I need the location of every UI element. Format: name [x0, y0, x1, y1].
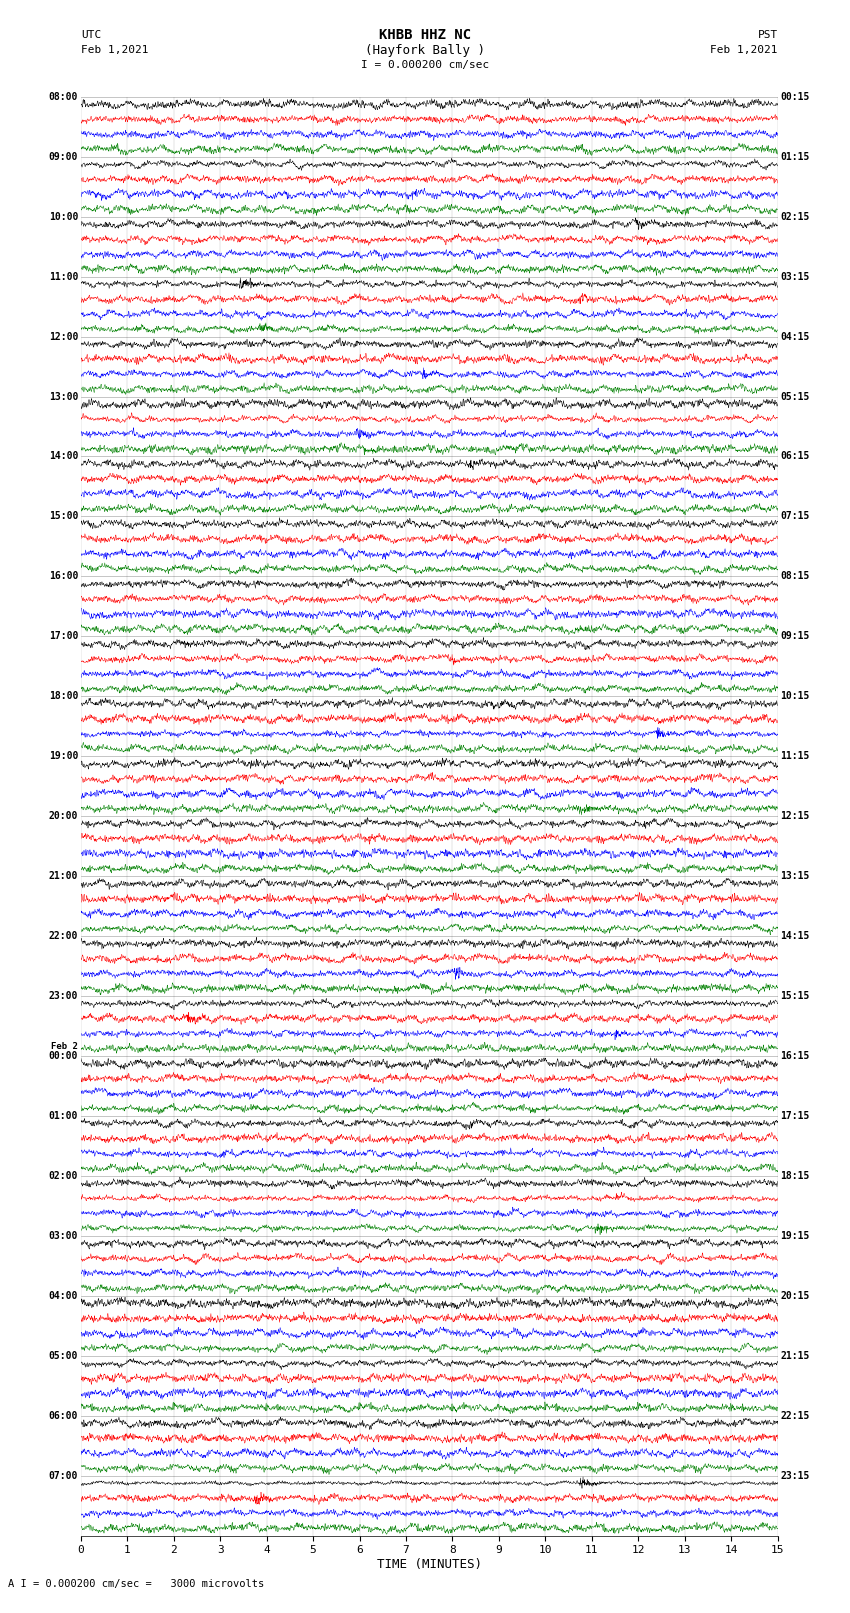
- Text: 10:15: 10:15: [780, 692, 810, 702]
- Text: 21:00: 21:00: [48, 871, 78, 881]
- Text: 01:15: 01:15: [780, 152, 810, 161]
- Text: I = 0.000200 cm/sec: I = 0.000200 cm/sec: [361, 60, 489, 69]
- Text: 16:15: 16:15: [780, 1052, 810, 1061]
- Text: 06:15: 06:15: [780, 452, 810, 461]
- Text: 03:15: 03:15: [780, 271, 810, 282]
- Text: Feb 1,2021: Feb 1,2021: [711, 45, 778, 55]
- Text: 18:15: 18:15: [780, 1171, 810, 1181]
- Text: (Hayfork Bally ): (Hayfork Bally ): [365, 44, 485, 56]
- X-axis label: TIME (MINUTES): TIME (MINUTES): [377, 1558, 482, 1571]
- Text: 02:00: 02:00: [48, 1171, 78, 1181]
- Text: 15:00: 15:00: [48, 511, 78, 521]
- Text: 14:15: 14:15: [780, 931, 810, 940]
- Text: 03:00: 03:00: [48, 1231, 78, 1240]
- Text: 18:00: 18:00: [48, 692, 78, 702]
- Text: UTC: UTC: [81, 31, 101, 40]
- Text: 22:00: 22:00: [48, 931, 78, 940]
- Text: PST: PST: [757, 31, 778, 40]
- Text: 14:00: 14:00: [48, 452, 78, 461]
- Text: 08:15: 08:15: [780, 571, 810, 581]
- Text: 13:15: 13:15: [780, 871, 810, 881]
- Text: 00:15: 00:15: [780, 92, 810, 102]
- Text: 20:15: 20:15: [780, 1290, 810, 1300]
- Text: 11:00: 11:00: [48, 271, 78, 282]
- Text: 07:00: 07:00: [48, 1471, 78, 1481]
- Text: 20:00: 20:00: [48, 811, 78, 821]
- Text: 08:00: 08:00: [48, 92, 78, 102]
- Text: 21:15: 21:15: [780, 1350, 810, 1361]
- Text: 00:00: 00:00: [48, 1052, 78, 1061]
- Text: 17:15: 17:15: [780, 1111, 810, 1121]
- Text: Feb 2: Feb 2: [51, 1042, 78, 1052]
- Text: 04:00: 04:00: [48, 1290, 78, 1300]
- Text: 19:00: 19:00: [48, 752, 78, 761]
- Text: 23:00: 23:00: [48, 990, 78, 1002]
- Text: 12:15: 12:15: [780, 811, 810, 821]
- Text: 19:15: 19:15: [780, 1231, 810, 1240]
- Text: 09:00: 09:00: [48, 152, 78, 161]
- Text: 07:15: 07:15: [780, 511, 810, 521]
- Text: 09:15: 09:15: [780, 631, 810, 642]
- Text: Feb 1,2021: Feb 1,2021: [81, 45, 148, 55]
- Text: 23:15: 23:15: [780, 1471, 810, 1481]
- Text: 12:00: 12:00: [48, 332, 78, 342]
- Text: KHBB HHZ NC: KHBB HHZ NC: [379, 29, 471, 42]
- Text: 01:00: 01:00: [48, 1111, 78, 1121]
- Text: A I = 0.000200 cm/sec =   3000 microvolts: A I = 0.000200 cm/sec = 3000 microvolts: [8, 1579, 264, 1589]
- Text: 10:00: 10:00: [48, 211, 78, 221]
- Text: 06:00: 06:00: [48, 1411, 78, 1421]
- Text: 11:15: 11:15: [780, 752, 810, 761]
- Text: 04:15: 04:15: [780, 332, 810, 342]
- Text: 16:00: 16:00: [48, 571, 78, 581]
- Text: 13:00: 13:00: [48, 392, 78, 402]
- Text: 02:15: 02:15: [780, 211, 810, 221]
- Text: 05:15: 05:15: [780, 392, 810, 402]
- Text: 17:00: 17:00: [48, 631, 78, 642]
- Text: 22:15: 22:15: [780, 1411, 810, 1421]
- Text: 15:15: 15:15: [780, 990, 810, 1002]
- Text: 05:00: 05:00: [48, 1350, 78, 1361]
